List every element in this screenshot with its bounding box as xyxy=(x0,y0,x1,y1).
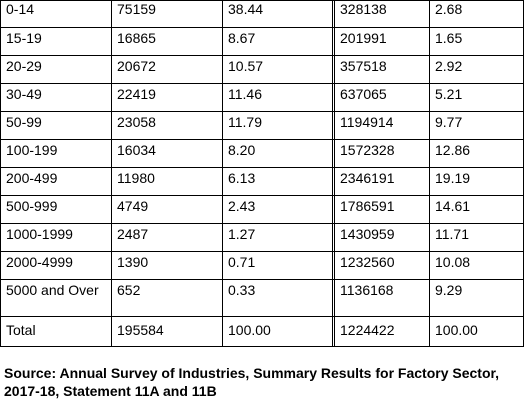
table-cell: Total xyxy=(0,316,112,347)
table-cell: 2.68 xyxy=(429,0,524,28)
table-cell: 1.27 xyxy=(222,223,333,252)
table-cell: 637065 xyxy=(334,83,430,112)
table-cell: 5.21 xyxy=(429,83,524,112)
source-note: Source: Annual Survey of Industries, Sum… xyxy=(4,365,500,399)
table-cell: 23058 xyxy=(111,111,223,140)
table-cell: 8.20 xyxy=(222,139,333,168)
table-cell: 652 xyxy=(111,279,223,317)
table-cell: 1224422 xyxy=(334,316,430,347)
table-cell: 500-999 xyxy=(0,195,112,224)
table-row: 20-29 20672 10.57 357518 2.92 xyxy=(0,55,524,84)
table-cell: 22419 xyxy=(111,83,223,112)
table-row: 1000-1999 2487 1.27 1430959 11.71 xyxy=(0,223,524,252)
table-cell: 1194914 xyxy=(334,111,430,140)
table-cell: 200-499 xyxy=(0,167,112,196)
table-cell: 20-29 xyxy=(0,55,112,84)
table-cell: 2000-4999 xyxy=(0,251,112,280)
table-cell: 11.46 xyxy=(222,83,333,112)
table-row: 100-199 16034 8.20 1572328 12.86 xyxy=(0,139,524,168)
table-row: 5000 and Over 652 0.33 1136168 9.29 xyxy=(0,279,524,317)
table-cell: 328138 xyxy=(334,0,430,28)
table-cell: 195584 xyxy=(111,316,223,347)
data-table: 0-14 75159 38.44 328138 2.68 15-19 16865 8.67 20… xyxy=(0,0,524,347)
table-cell: 5000 and Over xyxy=(0,279,112,317)
table-cell: 2.43 xyxy=(222,195,333,224)
table-cell: 357518 xyxy=(334,55,430,84)
table-cell: 6.13 xyxy=(222,167,333,196)
table-cell: 38.44 xyxy=(222,0,333,28)
table-cell: 20672 xyxy=(111,55,223,84)
table-cell: 19.19 xyxy=(429,167,524,196)
table-cell: 11.79 xyxy=(222,111,333,140)
table-cell: 100.00 xyxy=(429,316,524,347)
table-cell: 16034 xyxy=(111,139,223,168)
table-body: 0-14 75159 38.44 328138 2.68 15-19 16865 8.67 20… xyxy=(0,0,524,347)
table-cell: 100-199 xyxy=(0,139,112,168)
table-cell: 15-19 xyxy=(0,27,112,56)
table-row: 15-19 16865 8.67 201991 1.65 xyxy=(0,27,524,56)
table-cell: 1232560 xyxy=(334,251,430,280)
table-row: 500-999 4749 2.43 1786591 14.61 xyxy=(0,195,524,224)
table-cell: 1786591 xyxy=(334,195,430,224)
table-cell: 9.29 xyxy=(429,279,524,317)
table-cell: 12.86 xyxy=(429,139,524,168)
table-cell: 10.08 xyxy=(429,251,524,280)
table-cell: 4749 xyxy=(111,195,223,224)
table-row: 30-49 22419 11.46 637065 5.21 xyxy=(0,83,524,112)
table-cell: 201991 xyxy=(334,27,430,56)
table-cell: 100.00 xyxy=(222,316,333,347)
table-cell: 2346191 xyxy=(334,167,430,196)
table-row: 2000-4999 1390 0.71 1232560 10.08 xyxy=(0,251,524,280)
table-cell: 75159 xyxy=(111,0,223,28)
table-cell: 0.33 xyxy=(222,279,333,317)
table-cell: 16865 xyxy=(111,27,223,56)
table-cell: 50-99 xyxy=(0,111,112,140)
table-cell: 8.67 xyxy=(222,27,333,56)
table-row: 0-14 75159 38.44 328138 2.68 xyxy=(0,0,524,28)
table-cell: 11.71 xyxy=(429,223,524,252)
table-cell: 11980 xyxy=(111,167,223,196)
table-cell: 1572328 xyxy=(334,139,430,168)
table-cell: 0.71 xyxy=(222,251,333,280)
table-row: 50-99 23058 11.79 1194914 9.77 xyxy=(0,111,524,140)
table-cell: 1000-1999 xyxy=(0,223,112,252)
table-cell: 2487 xyxy=(111,223,223,252)
table-row: 200-499 11980 6.13 2346191 19.19 xyxy=(0,167,524,196)
table-cell: 2.92 xyxy=(429,55,524,84)
table-cell: 9.77 xyxy=(429,111,524,140)
table-cell: 1430959 xyxy=(334,223,430,252)
table-cell: 1136168 xyxy=(334,279,430,317)
table-cell: 1.65 xyxy=(429,27,524,56)
table-cell: 10.57 xyxy=(222,55,333,84)
table-cell: 30-49 xyxy=(0,83,112,112)
table-row: Total 195584 100.00 1224422 100.00 xyxy=(0,316,524,347)
table-cell: 14.61 xyxy=(429,195,524,224)
table-cell: 1390 xyxy=(111,251,223,280)
table-cell: 0-14 xyxy=(0,0,112,28)
